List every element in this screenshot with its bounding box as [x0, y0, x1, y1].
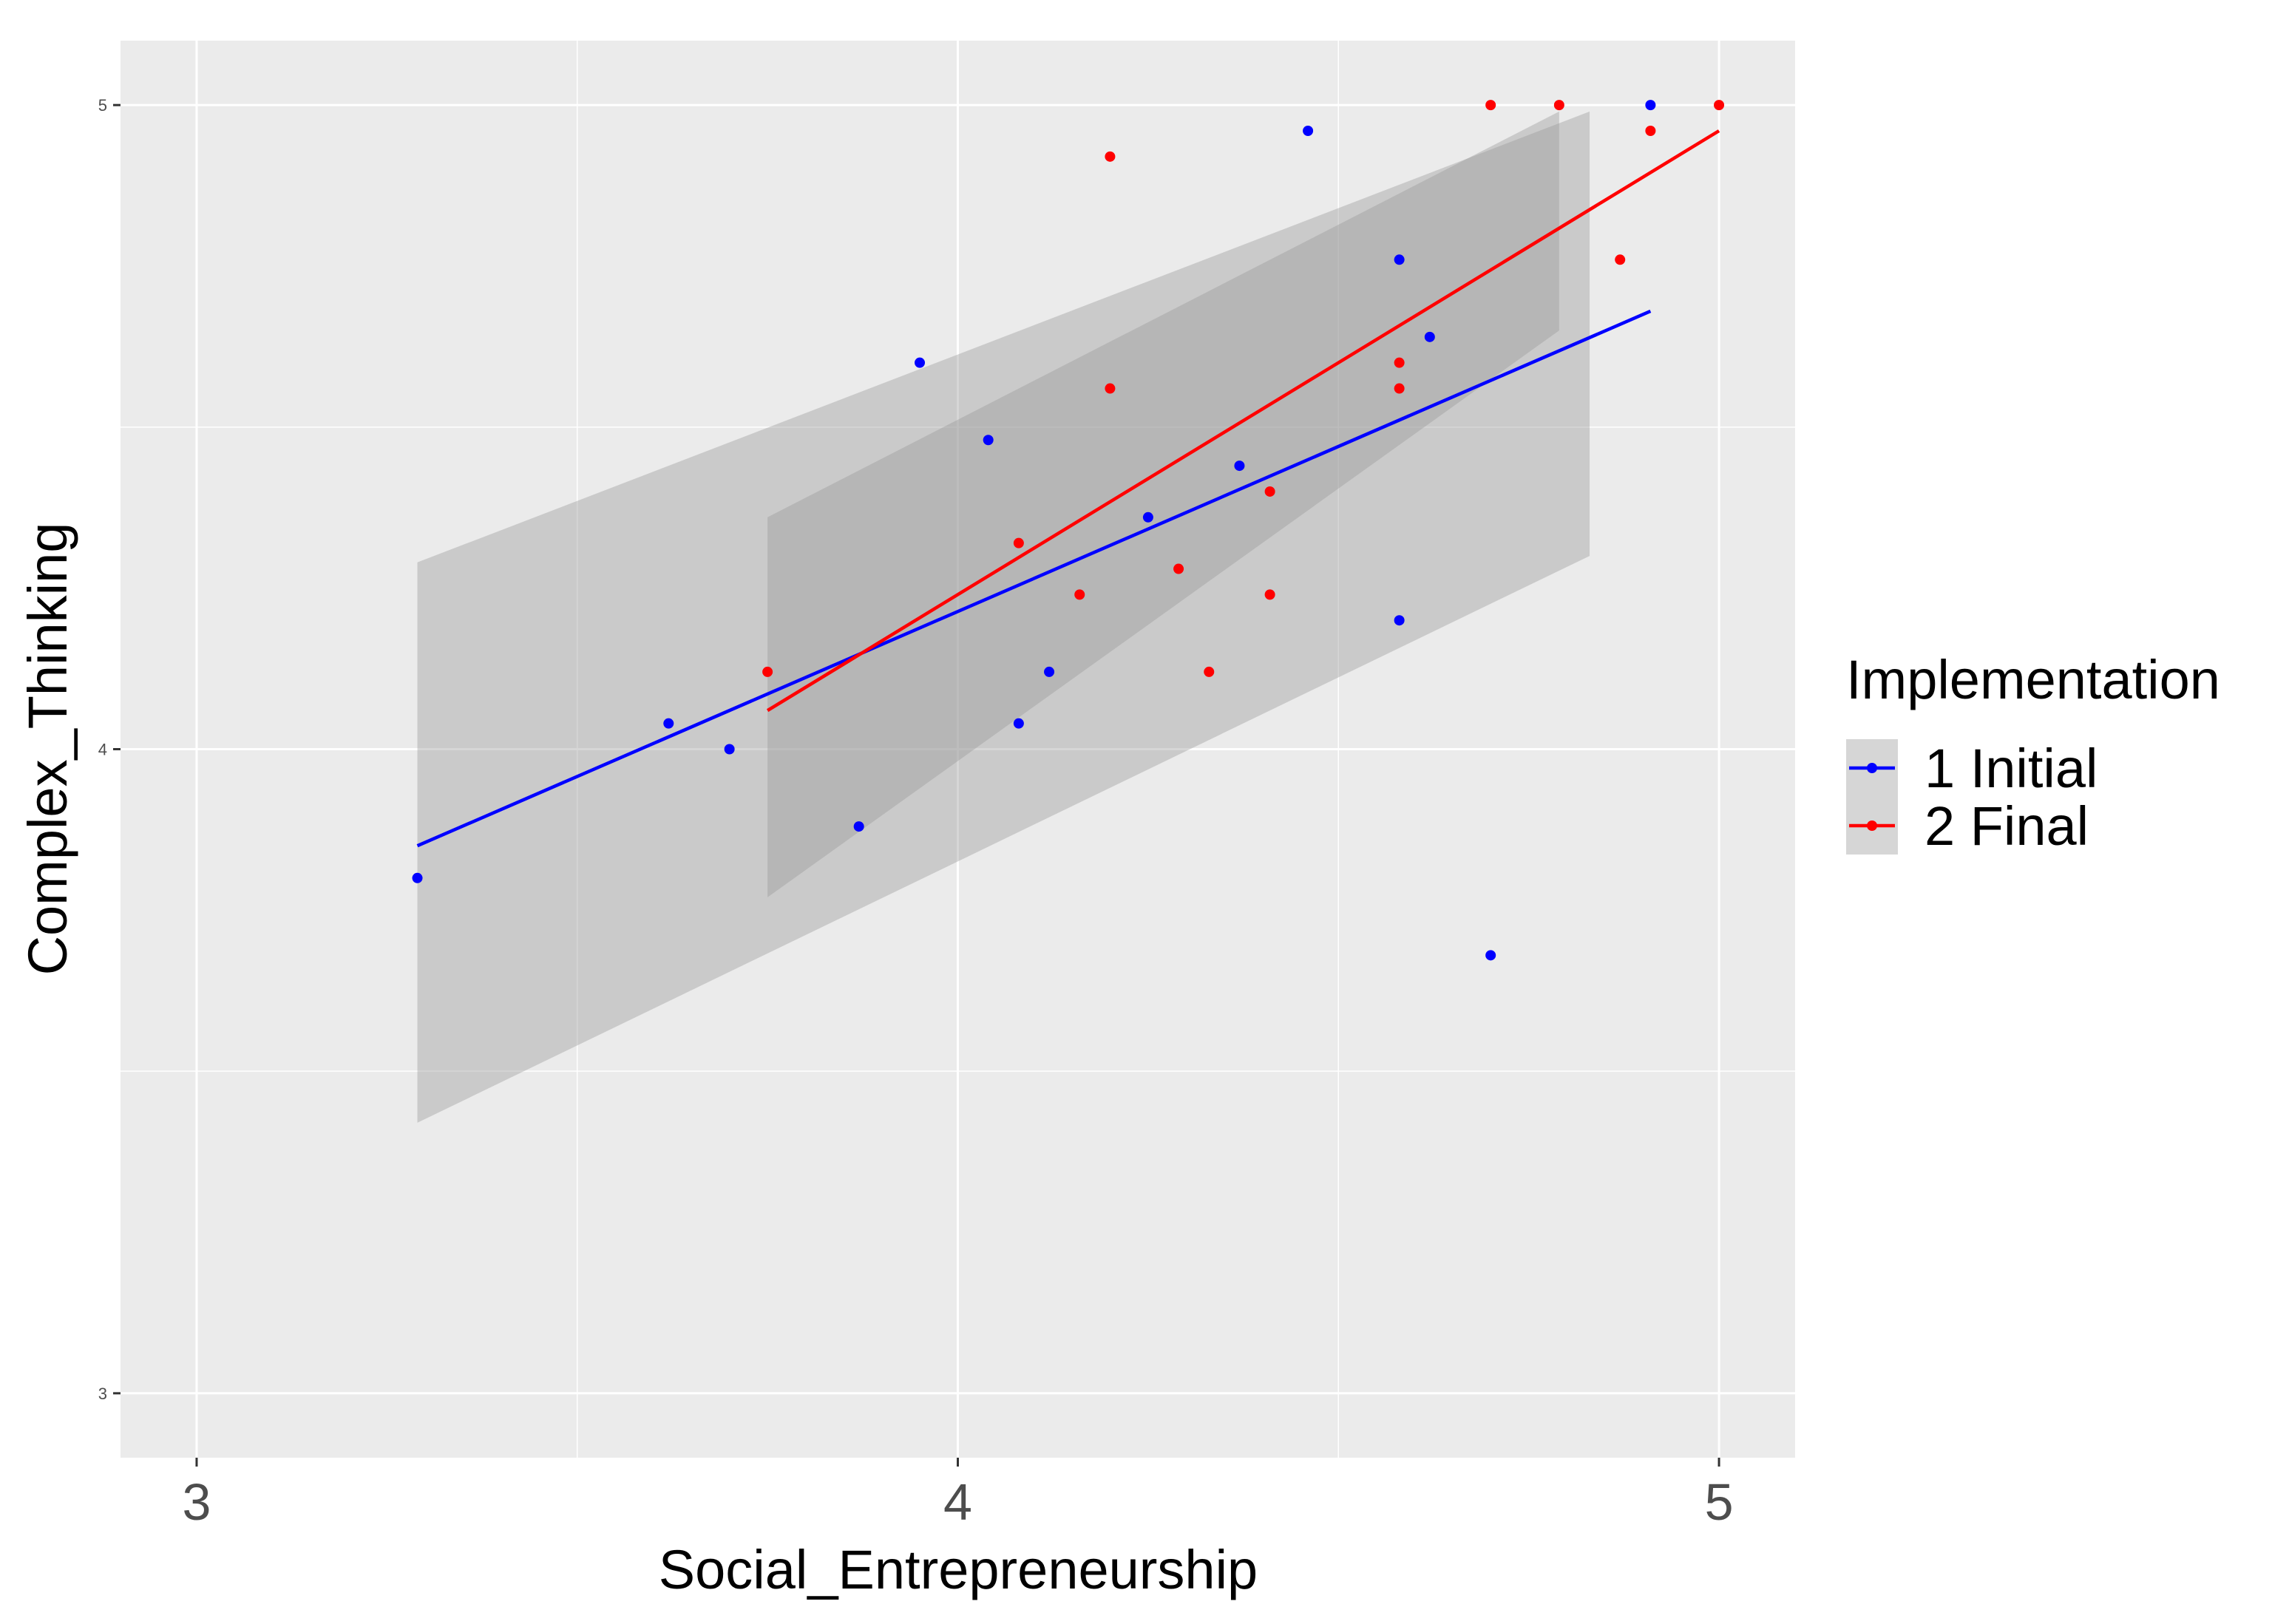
data-point-series-2 — [1013, 537, 1024, 548]
data-point-series-1 — [853, 821, 864, 832]
data-point-series-1 — [1394, 254, 1405, 265]
data-point-series-2 — [762, 666, 773, 677]
data-points — [412, 100, 1725, 961]
data-point-series-2 — [1394, 357, 1405, 368]
data-point-series-1 — [663, 718, 674, 729]
fit-line-series-1 — [416, 309, 1652, 848]
y-tick-label: 3 — [98, 1385, 107, 1403]
legend-label: 2 Final — [1925, 795, 2089, 857]
data-point-series-1 — [412, 872, 423, 883]
x-tick-label: 3 — [182, 1473, 211, 1531]
data-point-series-1 — [1234, 461, 1245, 472]
y-tick-label: 4 — [98, 741, 107, 759]
data-point-series-2 — [1204, 666, 1215, 677]
data-point-series-2 — [1264, 486, 1275, 497]
data-point-series-1 — [1485, 950, 1496, 961]
data-point-series-2 — [1105, 383, 1116, 394]
data-point-series-1 — [1424, 331, 1435, 342]
data-point-series-2 — [1394, 383, 1405, 394]
data-point-series-1 — [724, 744, 735, 755]
major-gridlines — [121, 41, 1795, 1458]
y-tick-label: 5 — [98, 96, 107, 115]
data-point-series-2 — [1173, 563, 1184, 574]
data-point-series-2 — [1615, 254, 1626, 265]
data-point-series-1 — [1645, 100, 1656, 111]
data-point-series-1 — [1394, 615, 1405, 626]
data-point-series-2 — [1105, 151, 1116, 162]
data-point-series-2 — [1485, 100, 1496, 111]
data-point-series-2 — [1553, 100, 1564, 111]
data-point-series-1 — [1142, 512, 1153, 523]
data-point-series-2 — [1074, 589, 1085, 600]
x-tick-label: 4 — [943, 1473, 972, 1531]
confidence-bands — [417, 111, 1590, 1123]
y-axis-ticks: 3 4 5 — [98, 96, 121, 1403]
x-axis-ticks: 3 4 5 — [182, 1458, 1734, 1531]
legend-label: 1 Initial — [1925, 738, 2098, 799]
data-point-series-1 — [983, 435, 994, 446]
data-point-series-1 — [915, 357, 926, 368]
fit-lines — [416, 129, 1720, 848]
confidence-band-series-2 — [767, 111, 1559, 897]
x-tick-label: 5 — [1705, 1473, 1734, 1531]
confidence-band-series-1 — [417, 111, 1590, 1123]
data-point-series-2 — [1645, 125, 1656, 136]
x-axis-title: Social_Entrepreneurship — [659, 1539, 1258, 1600]
data-point-series-1 — [1013, 718, 1024, 729]
data-point-series-2 — [1264, 589, 1275, 600]
legend-title: Implementation — [1846, 649, 2220, 710]
y-axis-title: Complex_Thinking — [17, 523, 78, 976]
legend-key-point — [1867, 763, 1877, 773]
data-point-series-2 — [1714, 100, 1725, 111]
data-point-series-1 — [1303, 125, 1314, 136]
fit-line-series-2 — [766, 129, 1720, 713]
legend-key-point — [1867, 821, 1877, 831]
data-point-series-1 — [1044, 666, 1055, 677]
